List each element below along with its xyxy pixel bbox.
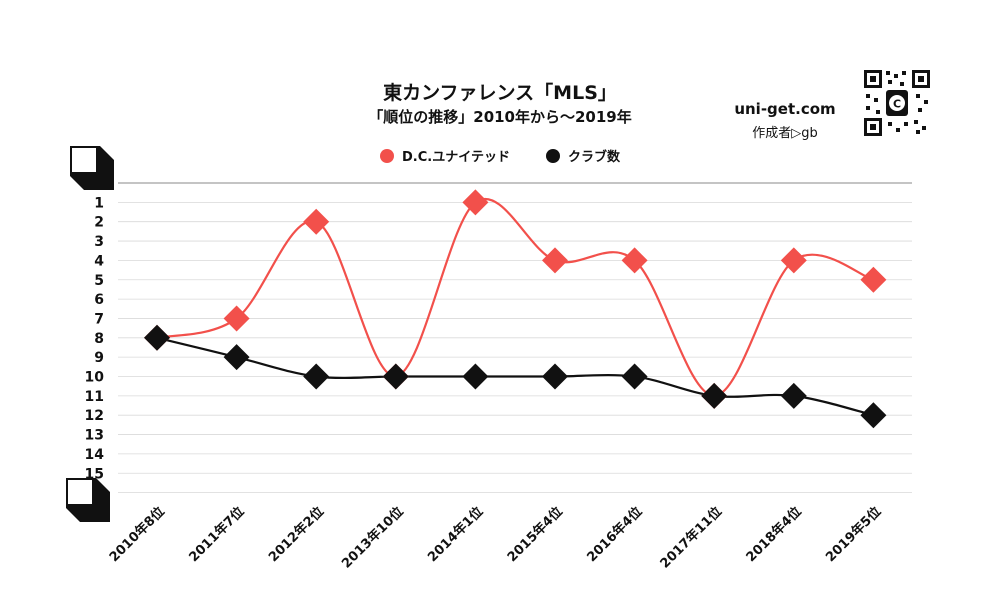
y-tick-label: 4 <box>94 253 104 269</box>
corner-decoration-bottom <box>66 478 110 522</box>
x-tick-label: 2019年5位 <box>823 504 885 566</box>
data-point-clubs <box>144 324 170 351</box>
y-tick-label: 5 <box>94 273 104 289</box>
y-tick-label: 15 <box>85 466 104 482</box>
data-point-team <box>542 247 568 274</box>
series-lines <box>156 198 874 417</box>
legend: D.C.ユナイテッド クラブ数 <box>0 146 1000 165</box>
legend-swatch-team <box>380 148 395 163</box>
y-tick-label: 7 <box>94 311 104 327</box>
chart-subtitle: 「順位の推移」2010年から～2019年 <box>368 108 632 126</box>
y-tick-label: 14 <box>85 447 105 463</box>
data-point-team <box>860 266 887 293</box>
y-tick-label: 12 <box>85 408 104 424</box>
data-point-clubs <box>860 402 887 429</box>
brand-site: uni-get.com <box>734 100 836 118</box>
data-point-team <box>223 305 250 332</box>
x-tick-label: 2011年7位 <box>186 504 248 566</box>
x-tick-label: 2013年10位 <box>339 504 407 572</box>
data-point-clubs <box>223 344 250 371</box>
y-tick-label: 3 <box>94 234 104 250</box>
data-point-clubs <box>621 363 648 390</box>
y-tick-label: 11 <box>85 389 104 405</box>
data-point-clubs <box>382 363 409 390</box>
y-tick-label: 9 <box>94 350 104 366</box>
legend-item-team: D.C.ユナイテッド <box>380 146 510 165</box>
data-point-clubs <box>303 363 330 390</box>
author-credit: 作成者▷gb <box>752 126 818 141</box>
grid-lines <box>118 182 912 494</box>
data-point-clubs <box>780 382 807 409</box>
y-tick-label: 8 <box>94 331 104 347</box>
legend-item-clubs: クラブ数 <box>545 146 620 165</box>
qr-code-icon: C <box>862 68 932 138</box>
data-point-clubs <box>462 363 489 390</box>
chart-title: 東カンファレンス「MLS」 <box>383 82 617 104</box>
svg-text:C: C <box>893 98 901 111</box>
series-markers <box>144 189 887 429</box>
data-point-team <box>621 247 648 274</box>
legend-swatch-clubs <box>545 148 560 163</box>
data-point-team <box>780 247 807 274</box>
x-tick-label: 2016年4位 <box>584 504 646 566</box>
data-point-clubs <box>701 382 728 409</box>
y-tick-label: 1 <box>94 195 104 211</box>
x-tick-label: 2014年1位 <box>425 504 487 566</box>
data-point-team <box>462 189 489 216</box>
data-point-team <box>303 208 330 235</box>
series-line-team <box>156 198 874 397</box>
x-tick-label: 2015年4位 <box>504 504 566 566</box>
x-tick-label: 2012年2位 <box>265 504 327 566</box>
data-point-clubs <box>542 363 568 390</box>
series-line-clubs <box>156 336 874 417</box>
corner-decoration-top <box>70 146 114 190</box>
y-tick-label: 13 <box>85 428 104 444</box>
legend-label-team: D.C.ユナイテッド <box>402 150 510 165</box>
y-tick-label: 10 <box>85 370 105 386</box>
y-tick-label: 2 <box>94 215 104 231</box>
x-axis: 2010年8位 2011年7位 2012年2位 2013年10位 2014年1位 2015… <box>106 504 884 572</box>
legend-label-clubs: クラブ数 <box>567 150 620 165</box>
x-tick-label: 2018年4位 <box>743 504 805 566</box>
x-tick-label: 2017年11位 <box>657 504 725 572</box>
x-tick-label: 2010年8位 <box>106 504 168 566</box>
y-tick-label: 6 <box>94 292 104 308</box>
